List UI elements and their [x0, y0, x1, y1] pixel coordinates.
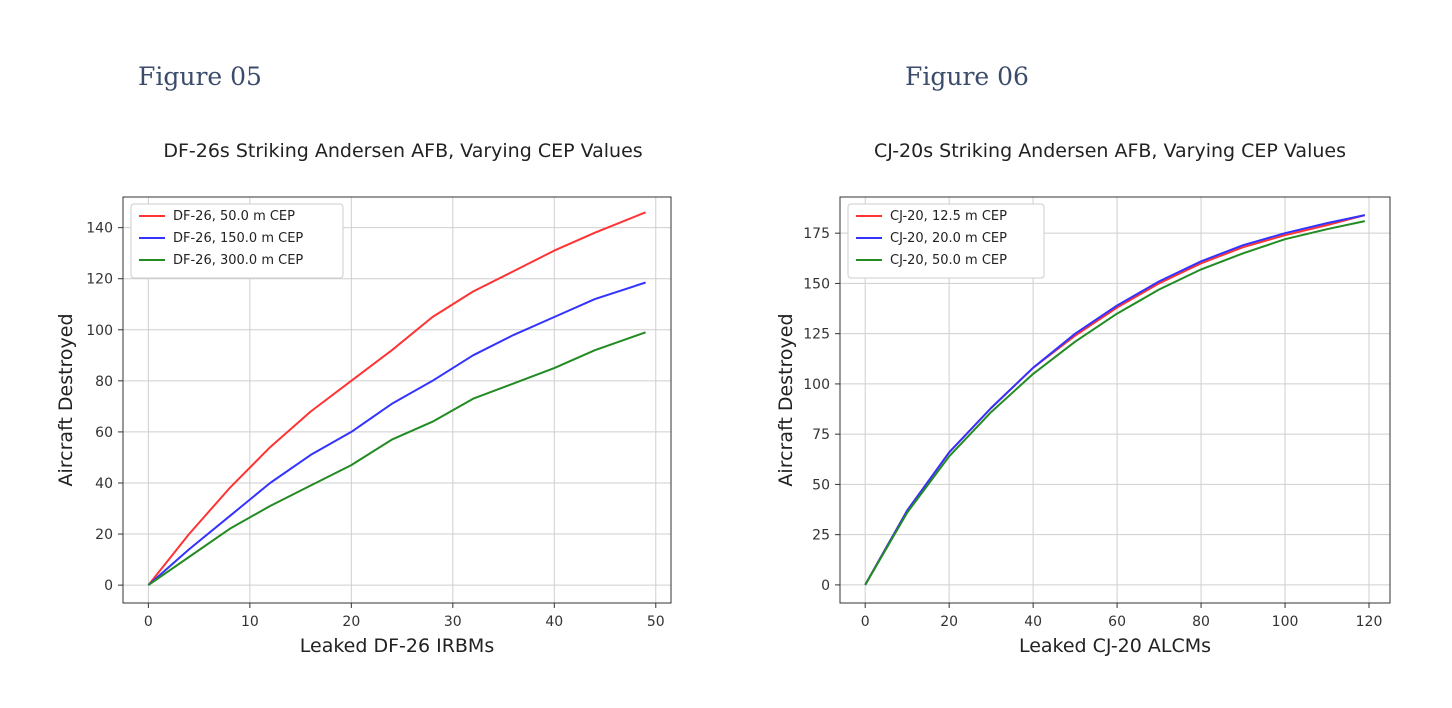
y-tick-label: 40 [95, 476, 113, 492]
y-tick-label: 80 [95, 374, 113, 390]
y-axis-label: Aircraft Destroyed [775, 313, 797, 486]
chart-2-title: CJ-20s Striking Andersen AFB, Varying CE… [874, 140, 1346, 162]
y-tick-label: 75 [812, 427, 830, 443]
legend-entry: CJ-20, 50.0 m CEP [890, 253, 1007, 268]
figure-05-heading: Figure 05 [138, 62, 262, 91]
x-tick-label: 100 [1272, 614, 1299, 630]
y-tick-label: 0 [821, 578, 830, 594]
legend-entry: CJ-20, 12.5 m CEP [890, 209, 1007, 224]
plot-frame [839, 196, 1391, 604]
legend-entry: DF-26, 50.0 m CEP [173, 209, 295, 224]
x-tick-label: 40 [1024, 614, 1042, 630]
chart-2: 0 20 40 60 80 100 120 0 25 50 75 100 125 150 175 Leaked… [775, 196, 1391, 657]
x-tick-label: 120 [1356, 614, 1383, 630]
y-tick-label: 100 [803, 377, 830, 393]
series-line-3 [864, 220, 1366, 586]
y-tick-label: 140 [86, 221, 113, 237]
x-tick-label: 60 [1108, 614, 1126, 630]
y-tick-label: 175 [803, 226, 830, 242]
y-tick-label: 100 [86, 323, 113, 339]
series-line-2 [864, 214, 1366, 586]
x-axis-label: Leaked DF-26 IRBMs [300, 635, 494, 657]
y-tick-label: 0 [104, 578, 113, 594]
legend-entry: DF-26, 150.0 m CEP [173, 231, 303, 246]
x-tick-label: 10 [241, 614, 259, 630]
y-axis-label: Aircraft Destroyed [55, 313, 77, 486]
x-tick-label: 20 [940, 614, 958, 630]
series-line-2 [147, 281, 646, 586]
y-tick-label: 150 [803, 276, 830, 292]
y-tick-label: 25 [812, 528, 830, 544]
legend-entry: CJ-20, 20.0 m CEP [890, 231, 1007, 246]
y-tick-label: 60 [95, 425, 113, 441]
figure-06-heading: Figure 06 [905, 62, 1029, 91]
y-tick-label: 125 [803, 327, 830, 343]
plot-frame [122, 196, 672, 604]
x-tick-label: 50 [647, 614, 665, 630]
chart-1-title: DF-26s Striking Andersen AFB, Varying CE… [163, 140, 643, 162]
x-tick-label: 40 [545, 614, 563, 630]
series-line-3 [147, 331, 646, 586]
x-tick-label: 0 [144, 614, 153, 630]
x-axis-label: Leaked CJ-20 ALCMs [1019, 635, 1211, 657]
y-tick-label: 120 [86, 272, 113, 288]
y-tick-label: 50 [812, 477, 830, 493]
legend-box [847, 203, 1045, 279]
series-line-1 [147, 211, 646, 586]
chart-1: 0 10 20 30 40 50 0 20 40 60 80 100 120 140 Leaked DF-2… [55, 196, 672, 657]
x-tick-label: 0 [861, 614, 870, 630]
x-tick-label: 20 [342, 614, 360, 630]
y-tick-label: 20 [95, 527, 113, 543]
x-tick-label: 30 [444, 614, 462, 630]
legend-box [130, 203, 344, 279]
x-tick-label: 80 [1192, 614, 1210, 630]
legend-entry: DF-26, 300.0 m CEP [173, 253, 303, 268]
